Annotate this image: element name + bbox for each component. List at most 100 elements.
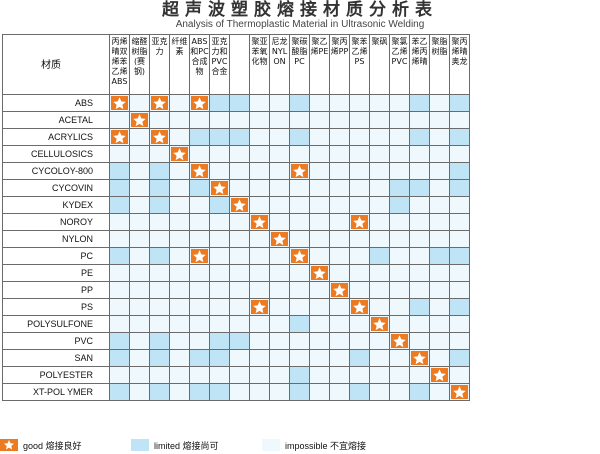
cell-impossible	[209, 162, 230, 180]
corner-label: 材质	[2, 34, 110, 95]
cell-impossible	[269, 213, 290, 231]
cell-impossible	[429, 196, 450, 214]
legend-limited-swatch	[131, 439, 149, 451]
column-header-label: 聚碳酸脂PC	[291, 37, 308, 66]
cell-limited	[449, 349, 470, 367]
cell-limited	[149, 162, 170, 180]
column-header: 缩醛树脂(赛钢)	[129, 34, 150, 95]
cell-impossible	[349, 94, 370, 112]
cell-impossible	[209, 247, 230, 265]
column-header-label: 缩醛树脂(赛钢)	[131, 37, 148, 76]
cell-good	[189, 247, 210, 265]
star-icon	[293, 164, 306, 177]
cell-impossible	[249, 349, 270, 367]
cell-impossible	[389, 349, 410, 367]
cell-impossible	[249, 383, 270, 401]
cell-impossible	[249, 366, 270, 384]
row-label: ABS	[2, 94, 110, 112]
cell-impossible	[429, 332, 450, 350]
cell-limited	[149, 196, 170, 214]
column-header: 聚砜	[369, 34, 390, 95]
cell-impossible	[349, 196, 370, 214]
cell-impossible	[409, 264, 430, 282]
cell-impossible	[289, 179, 310, 197]
table-row: PS	[2, 298, 470, 316]
cell-limited	[289, 94, 310, 112]
cell-impossible	[389, 230, 410, 248]
cell-impossible	[169, 281, 190, 299]
column-header-label: 聚苯乙烯PS	[351, 37, 368, 66]
good-marker	[271, 232, 288, 246]
cell-impossible	[329, 383, 350, 401]
column-header: 聚苯乙烯PS	[349, 34, 370, 95]
good-marker	[171, 147, 188, 161]
table-row: ACETAL	[2, 111, 470, 129]
column-header-label: 纤维素	[171, 37, 188, 56]
cell-impossible	[369, 213, 390, 231]
cell-limited	[289, 315, 310, 333]
cell-impossible	[309, 179, 330, 197]
cell-impossible	[309, 111, 330, 129]
star-icon	[353, 215, 366, 228]
cell-impossible	[129, 179, 150, 197]
row-label: POLYSULFONE	[2, 315, 110, 333]
cell-impossible	[169, 332, 190, 350]
cell-impossible	[309, 332, 330, 350]
cell-impossible	[369, 128, 390, 146]
cell-impossible	[409, 366, 430, 384]
star-icon	[413, 351, 426, 364]
cell-impossible	[109, 230, 130, 248]
cell-impossible	[329, 111, 350, 129]
cell-impossible	[269, 383, 290, 401]
cell-limited	[209, 196, 230, 214]
cell-impossible	[429, 298, 450, 316]
column-header-label: 亚克力和PVC合金	[211, 37, 228, 76]
cell-impossible	[429, 162, 450, 180]
cell-impossible	[169, 196, 190, 214]
legend-impossible-swatch	[262, 439, 280, 451]
cell-impossible	[189, 366, 210, 384]
cell-impossible	[109, 145, 130, 163]
cell-impossible	[449, 196, 470, 214]
cell-impossible	[449, 315, 470, 333]
cell-impossible	[289, 349, 310, 367]
cell-impossible	[229, 383, 250, 401]
cell-impossible	[169, 264, 190, 282]
row-label: CYCOVIN	[2, 179, 110, 197]
cell-limited	[449, 128, 470, 146]
table-row: CYCOVIN	[2, 179, 470, 197]
cell-impossible	[349, 315, 370, 333]
cell-good	[369, 315, 390, 333]
cell-impossible	[409, 196, 430, 214]
cell-limited	[449, 179, 470, 197]
cell-impossible	[309, 196, 330, 214]
cell-impossible	[229, 281, 250, 299]
column-header: 苯乙烯丙烯晴	[409, 34, 430, 95]
cell-impossible	[129, 94, 150, 112]
star-icon	[253, 215, 266, 228]
cell-impossible	[309, 383, 330, 401]
star-icon	[273, 232, 286, 245]
legend-good-swatch	[0, 439, 18, 451]
cell-impossible	[409, 111, 430, 129]
column-header-label: ABS和PC合成物	[190, 37, 209, 76]
column-header: ABS和PC合成物	[189, 34, 210, 95]
cell-limited	[449, 94, 470, 112]
cell-impossible	[229, 315, 250, 333]
cell-impossible	[389, 366, 410, 384]
cell-impossible	[309, 298, 330, 316]
cell-impossible	[429, 111, 450, 129]
cell-impossible	[189, 213, 210, 231]
cell-impossible	[369, 366, 390, 384]
cell-impossible	[129, 213, 150, 231]
cell-impossible	[269, 315, 290, 333]
cell-limited	[409, 298, 430, 316]
cell-impossible	[189, 332, 210, 350]
cell-impossible	[449, 332, 470, 350]
cell-impossible	[389, 128, 410, 146]
good-marker	[391, 334, 408, 348]
cell-impossible	[369, 264, 390, 282]
star-icon	[353, 300, 366, 313]
cell-impossible	[449, 230, 470, 248]
cell-impossible	[129, 145, 150, 163]
